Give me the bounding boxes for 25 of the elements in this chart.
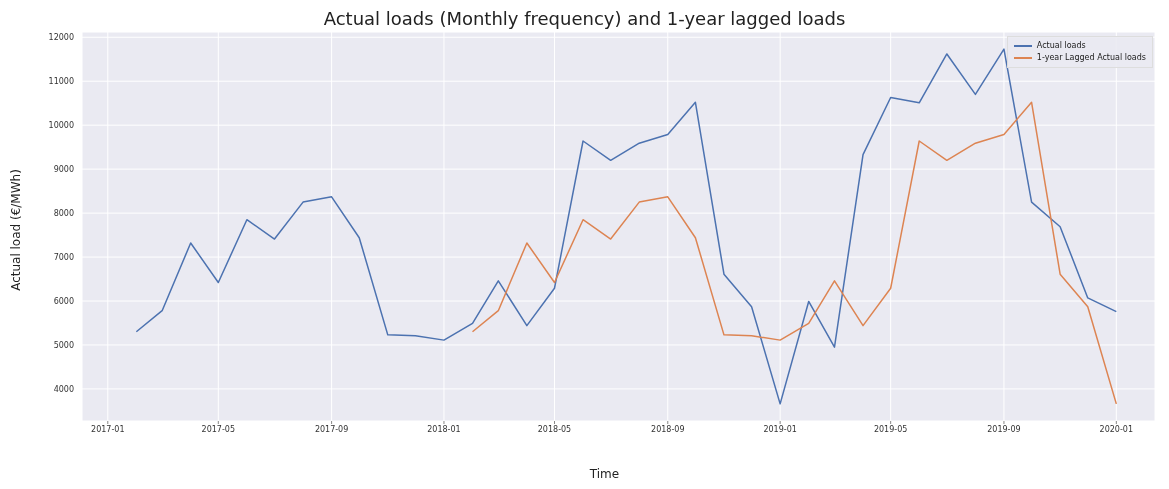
chart-title: Actual loads (Monthly frequency) and 1-year lagged loads — [322, 8, 847, 29]
x-tick-label: 2018-05 — [537, 424, 572, 434]
x-tick-label: 2017-01 — [91, 424, 125, 434]
y-tick-label: 7000 — [53, 252, 74, 262]
y-tick-label: 6000 — [53, 296, 74, 306]
y-tick-label: 11000 — [48, 77, 74, 87]
legend-label: Actual loads — [1036, 40, 1086, 52]
y-tick-label: 5000 — [53, 340, 74, 350]
x-tick-label: 2018-01 — [427, 424, 461, 434]
x-tick-label: 2019-05 — [873, 424, 908, 434]
x-tick-label: 2020-01 — [1099, 424, 1134, 434]
y-tick-label: 8000 — [53, 208, 74, 218]
legend-label: 1-year Lagged Actual loads — [1036, 52, 1146, 64]
y-tick-label: 12000 — [48, 33, 74, 43]
x-axis-title: Time — [588, 467, 621, 481]
x-tick-label: 2017-05 — [201, 424, 236, 434]
x-tick-label: 2018-09 — [651, 424, 685, 434]
line-series — [471, 101, 1118, 405]
x-tick-label: 2019-01 — [763, 424, 797, 434]
x-tick-label: 2019-09 — [987, 424, 1021, 434]
y-tick-label: 10000 — [48, 121, 74, 131]
y-tick-label: 4000 — [53, 384, 74, 394]
x-tick-label: 2017-09 — [314, 424, 349, 434]
y-axis-title: Actual load (€/MWh) — [9, 168, 24, 291]
y-tick-label: 9000 — [53, 164, 74, 174]
